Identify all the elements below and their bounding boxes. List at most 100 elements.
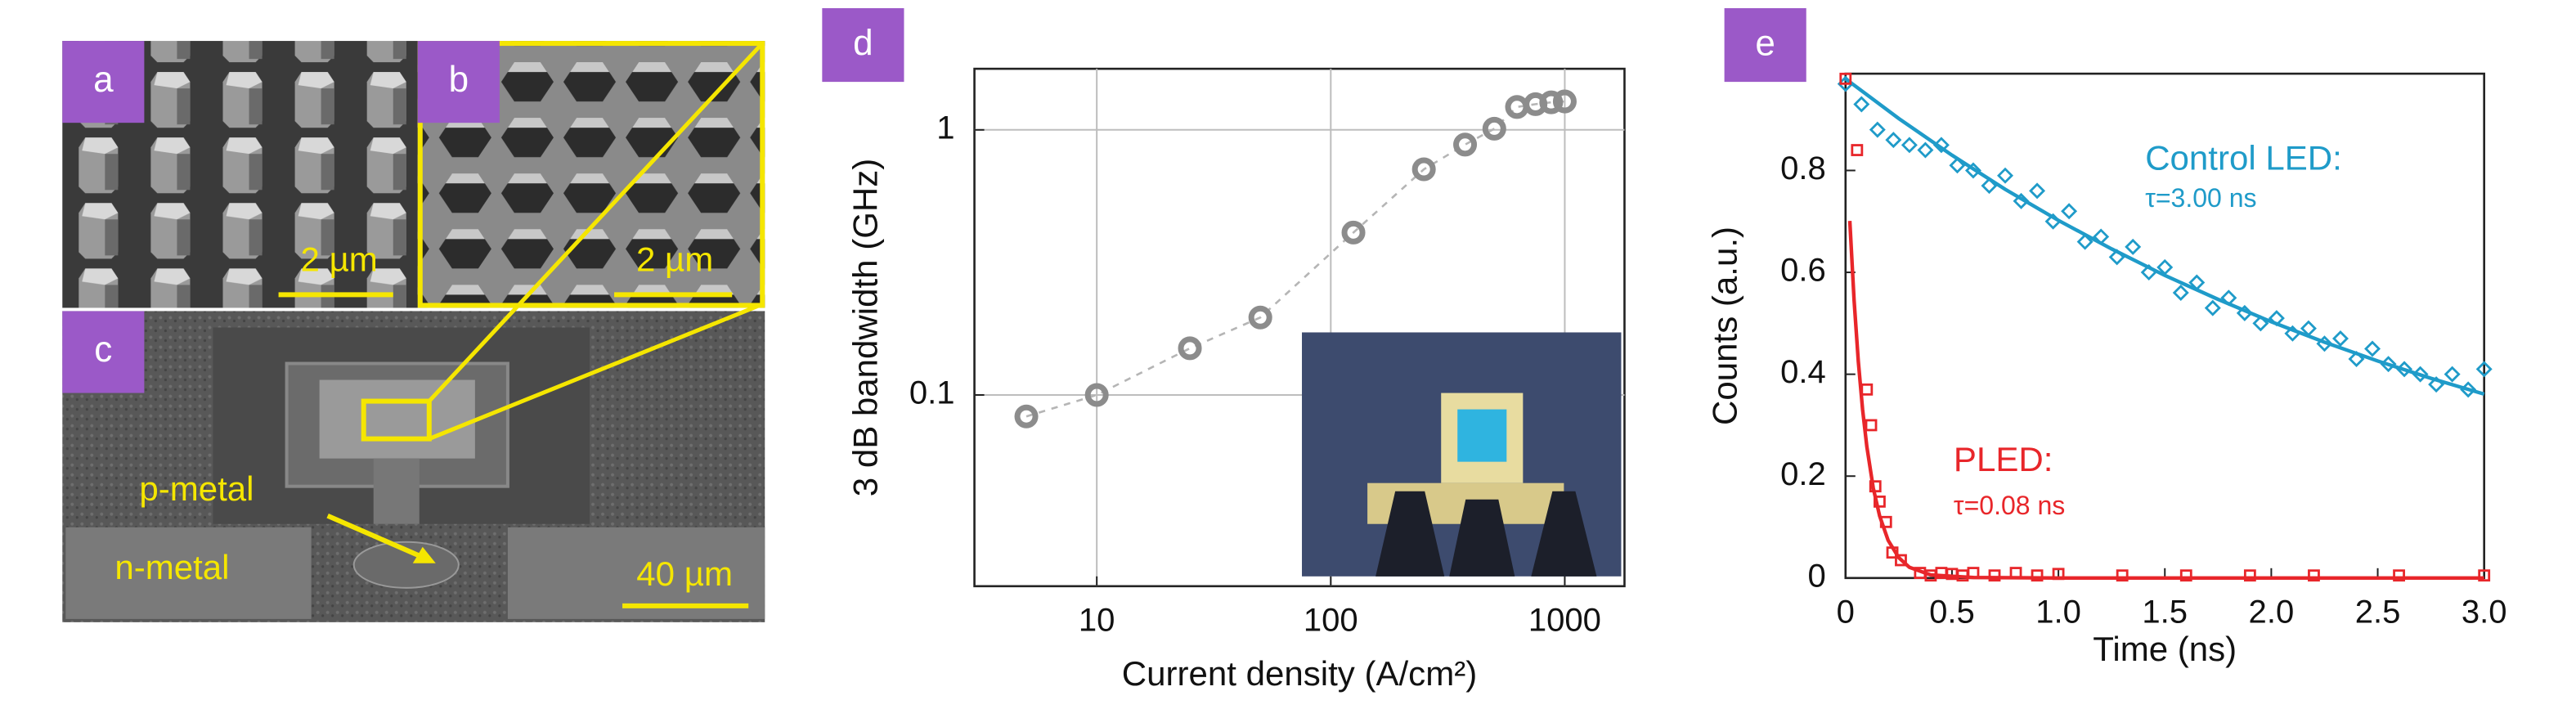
panel-label: a [93, 60, 114, 100]
data-point [1885, 132, 1902, 149]
data-point [1901, 137, 1918, 154]
data-point [2013, 192, 2030, 209]
data-point [2179, 569, 2192, 582]
data-point [1917, 141, 1934, 159]
data-point [2268, 310, 2285, 327]
data-point [2444, 366, 2461, 383]
data-point [1874, 495, 1886, 508]
data-point [2140, 264, 2157, 281]
data-point [2029, 182, 2046, 200]
data-point [1895, 554, 1907, 567]
data-point [1860, 383, 1874, 396]
x-tick-label: 2.5 [2355, 594, 2401, 630]
y-axis-title: Counts (a.u.) [1706, 227, 1744, 425]
data-point [1839, 72, 1852, 85]
data-point [1967, 567, 1980, 579]
x-tick-label: 100 [1304, 602, 1358, 638]
data-point [2252, 315, 2269, 332]
data-point [1552, 89, 1577, 114]
data-point [2316, 335, 2333, 352]
x-tick-label: 10 [1079, 602, 1115, 638]
inset-led [1457, 409, 1507, 462]
panel-label-box [822, 8, 904, 83]
series-label: PLED: [1954, 440, 2053, 478]
panel-label-box [1724, 8, 1806, 83]
series-annotation: τ=3.00 ns [2145, 183, 2256, 213]
data-point [1932, 137, 1950, 154]
y-tick-label: 0 [1807, 558, 1825, 594]
data-point [2204, 299, 2221, 316]
data-point [2076, 233, 2094, 250]
x-tick-label: 1.5 [2142, 594, 2188, 630]
data-point [2364, 340, 2381, 357]
connector-line [1025, 100, 1565, 418]
plot-frame [1844, 72, 2485, 580]
sem-image-a: a 2 µm [62, 41, 418, 308]
data-point [2380, 356, 2397, 373]
data-point [2108, 249, 2125, 266]
x-axis-title: Current density (A/cm²) [1122, 654, 1477, 693]
x-axis-title: Time (ns) [2093, 630, 2237, 668]
sem-image-b: b 2 µm [417, 41, 765, 308]
y-tick-label: 0.2 [1780, 456, 1826, 492]
data-point [2478, 569, 2491, 582]
data-point [1539, 90, 1564, 114]
data-point [2188, 274, 2206, 291]
scale-bar-label: 40 µm [636, 554, 733, 593]
data-point [2284, 325, 2301, 342]
y-tick-label: 0.1 [909, 375, 955, 411]
data-point [2061, 203, 2078, 220]
x-tick-label: 0 [1837, 594, 1855, 630]
data-point [1964, 162, 1981, 179]
data-point [1178, 336, 1202, 361]
data-point [2031, 569, 2044, 582]
data-point [2412, 366, 2429, 383]
y-tick-label: 1 [936, 110, 954, 146]
data-point [2236, 304, 2253, 321]
panel-label: d [853, 24, 873, 64]
data-point [1084, 383, 1109, 407]
data-point [2396, 361, 2413, 378]
data-point [2116, 569, 2129, 582]
fit-line [1847, 221, 2484, 581]
data-point [2331, 330, 2349, 348]
y-tick-label: 0.6 [1780, 253, 1826, 289]
data-point [2044, 213, 2062, 230]
data-point [2052, 568, 2065, 581]
x-tick-label: 0.5 [1929, 594, 1975, 630]
data-point [1988, 569, 2001, 582]
sem-image-c: c p-metal n-metal 40 µm [62, 43, 765, 622]
scale-bar-label: 2 µm [636, 240, 713, 278]
y-tick-label: 0.8 [1780, 150, 1826, 186]
data-point [2475, 361, 2493, 378]
data-point [2348, 350, 2365, 367]
annotation: n-metal [114, 548, 229, 586]
data-point [1453, 132, 1478, 157]
data-point [2093, 228, 2110, 245]
data-point [1879, 515, 1892, 528]
x-tick-label: 1.0 [2035, 594, 2081, 630]
inset-probe [1376, 491, 1597, 577]
series-label: Control LED: [2145, 138, 2342, 177]
data-point [2125, 238, 2142, 255]
data-point [1949, 157, 1966, 174]
data-point [1853, 96, 1870, 113]
panel-label: e [1755, 24, 1775, 64]
data-point [2243, 569, 2256, 582]
data-point [2460, 381, 2477, 398]
data-point [2009, 567, 2022, 579]
y-tick-label: 0.4 [1780, 354, 1826, 390]
data-point [2156, 258, 2174, 276]
data-point [1886, 546, 1899, 559]
scale-bar-label: 2 µm [301, 240, 378, 278]
data-point [1981, 177, 1998, 195]
y-axis-title: 3 dB bandwidth (GHz) [846, 159, 885, 497]
data-point [1341, 220, 1366, 245]
data-point [1248, 305, 1272, 330]
data-point [2428, 376, 2445, 393]
inset-photo [1302, 332, 1622, 577]
data-point [1869, 121, 1886, 138]
data-point [1014, 404, 1039, 429]
data-point [1865, 419, 1878, 432]
